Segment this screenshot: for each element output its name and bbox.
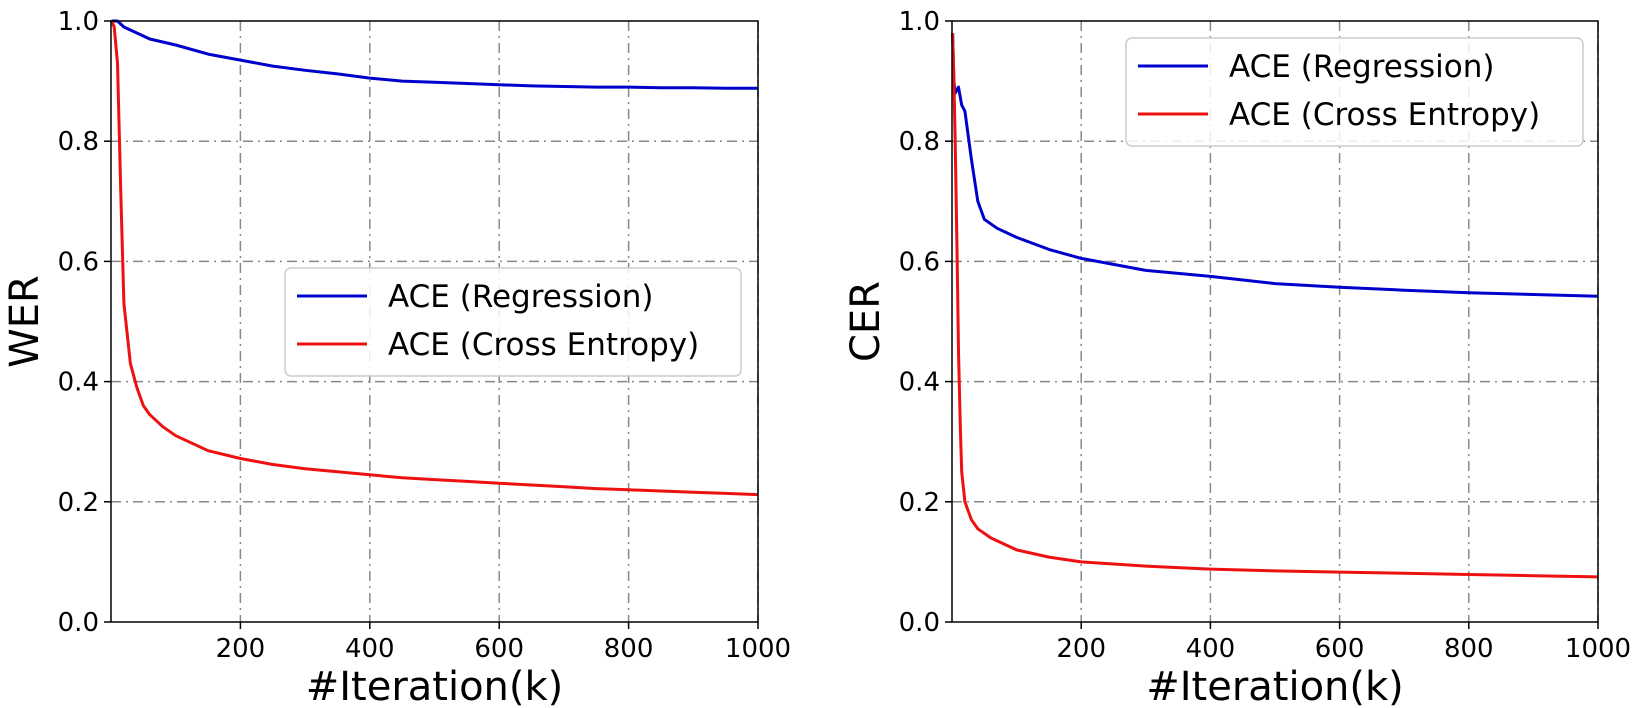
x-tick-label: 200 <box>1056 634 1106 664</box>
legend: ACE (Regression) ACE (Cross Entropy) <box>284 267 742 377</box>
plot-frame <box>110 20 759 623</box>
y-tick-label: 0.4 <box>58 368 99 398</box>
x-tick-label: 400 <box>1186 634 1236 664</box>
legend-cross-entropy-label: ACE (Cross Entropy) <box>1229 97 1540 133</box>
legend-regression-label: ACE (Regression) <box>1229 49 1495 85</box>
regression-series-line <box>951 32 1599 298</box>
x-tick-label: 800 <box>604 634 654 664</box>
legend-box <box>1125 37 1584 147</box>
x-axis-label: #Iteration(k) <box>306 664 564 708</box>
y-tick-label: 0.2 <box>899 488 940 518</box>
y-tick-label: 0.0 <box>899 608 940 638</box>
x-tick-label: 800 <box>1444 634 1494 664</box>
legend-cross-entropy-label: ACE (Cross Entropy) <box>388 327 699 363</box>
cross-entropy-series-line <box>951 32 1599 579</box>
legend-regression-label: ACE (Regression) <box>388 279 654 315</box>
x-tick-label: 400 <box>345 634 395 664</box>
y-tick-label: 1.0 <box>58 7 99 37</box>
y-tick-label: 0.8 <box>899 127 940 157</box>
y-tick-label: 0.2 <box>58 488 99 518</box>
x-tick-label: 600 <box>1315 634 1365 664</box>
y-tick-label: 0.4 <box>899 368 940 398</box>
x-tick-label: 1000 <box>1565 634 1631 664</box>
y-axis-label: CER <box>843 281 889 362</box>
y-tick-label: 0.6 <box>899 247 940 277</box>
cross-entropy-series-line <box>110 20 759 497</box>
plot-frame <box>951 20 1599 623</box>
x-tick-label: 1000 <box>725 634 791 664</box>
x-axis-label: #Iteration(k) <box>1146 664 1404 708</box>
x-tick-label: 600 <box>474 634 524 664</box>
x-tick-label: 200 <box>216 634 266 664</box>
wer-chart: 200 400 600 800 1000 0.0 0.2 0.4 0.6 0.8 1.0 #Itera… <box>2 7 791 708</box>
regression-series-line <box>111 19 758 90</box>
cer-chart: 200 400 600 800 1000 0.0 0.2 0.4 0.6 0.8 1.0 #Itera… <box>843 7 1631 708</box>
y-axis-label: WER <box>2 275 48 368</box>
y-tick-label: 0.0 <box>58 608 99 638</box>
legend: ACE (Regression) ACE (Cross Entropy) <box>1125 37 1584 147</box>
y-tick-label: 1.0 <box>899 7 940 37</box>
legend-box <box>284 267 742 377</box>
y-tick-label: 0.8 <box>58 127 99 157</box>
y-tick-label: 0.6 <box>58 247 99 277</box>
